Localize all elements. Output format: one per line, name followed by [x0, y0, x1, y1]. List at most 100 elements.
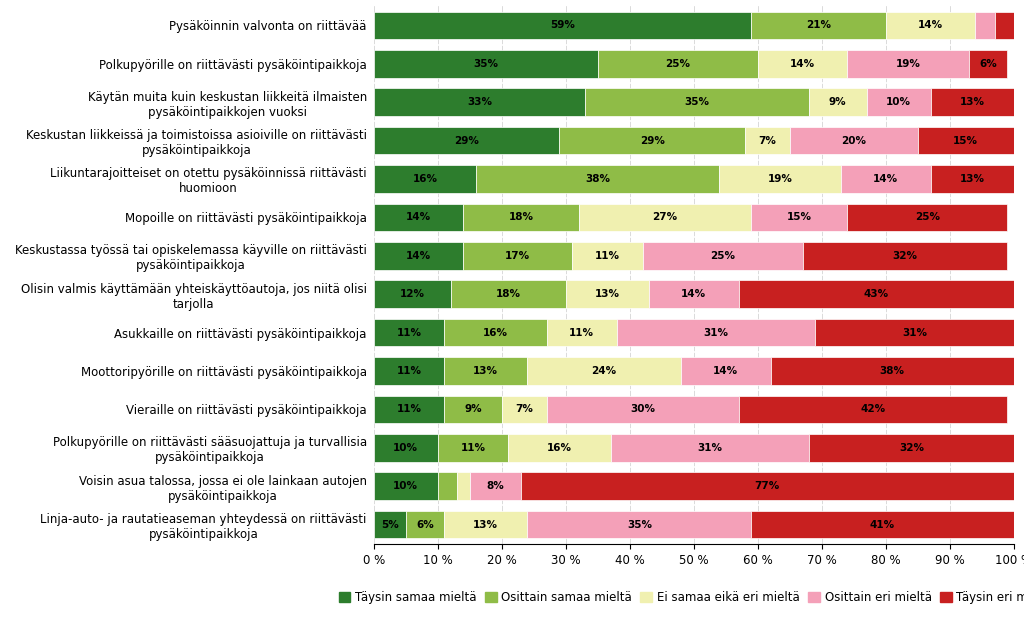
Bar: [770, 357, 1014, 385]
Bar: [886, 12, 975, 39]
Text: 32%: 32%: [899, 443, 924, 453]
Text: 29%: 29%: [640, 135, 665, 146]
Bar: [547, 396, 738, 423]
Bar: [803, 242, 1008, 269]
Bar: [374, 434, 438, 462]
Bar: [752, 203, 848, 231]
Bar: [444, 357, 527, 385]
Text: 11%: 11%: [396, 366, 422, 376]
Text: 41%: 41%: [870, 520, 895, 530]
Bar: [738, 281, 1014, 308]
Text: 19%: 19%: [896, 59, 921, 69]
Bar: [815, 319, 1014, 347]
Text: 9%: 9%: [829, 97, 847, 107]
Text: 14%: 14%: [406, 213, 431, 222]
Text: 12%: 12%: [399, 289, 425, 299]
Bar: [866, 88, 931, 116]
Bar: [406, 511, 444, 538]
Text: 11%: 11%: [396, 404, 422, 415]
Text: 25%: 25%: [914, 213, 940, 222]
Text: 10%: 10%: [393, 481, 418, 491]
Text: 11%: 11%: [595, 251, 620, 261]
Bar: [649, 281, 738, 308]
Text: 13%: 13%: [959, 97, 985, 107]
Text: 11%: 11%: [569, 328, 594, 337]
Text: 43%: 43%: [863, 289, 889, 299]
Bar: [521, 472, 1014, 500]
Bar: [559, 127, 745, 154]
Text: 16%: 16%: [547, 443, 571, 453]
Text: 25%: 25%: [710, 251, 735, 261]
Text: 14%: 14%: [873, 174, 898, 184]
Text: 31%: 31%: [902, 328, 927, 337]
Bar: [547, 319, 616, 347]
Text: 18%: 18%: [496, 289, 520, 299]
Text: 15%: 15%: [786, 213, 812, 222]
Bar: [374, 281, 451, 308]
Bar: [451, 281, 565, 308]
Text: 38%: 38%: [586, 174, 610, 184]
Bar: [931, 165, 1014, 193]
Bar: [374, 242, 463, 269]
Text: 38%: 38%: [880, 366, 904, 376]
Text: 16%: 16%: [413, 174, 437, 184]
Text: 24%: 24%: [592, 366, 616, 376]
Text: 9%: 9%: [464, 404, 481, 415]
Text: 16%: 16%: [483, 328, 508, 337]
Text: 42%: 42%: [860, 404, 886, 415]
Text: 7%: 7%: [759, 135, 776, 146]
Bar: [585, 88, 809, 116]
Text: 17%: 17%: [505, 251, 530, 261]
Text: 25%: 25%: [666, 59, 690, 69]
Text: 32%: 32%: [893, 251, 918, 261]
Bar: [527, 511, 752, 538]
Text: 31%: 31%: [703, 328, 729, 337]
Bar: [848, 50, 969, 78]
Text: 13%: 13%: [595, 289, 620, 299]
Text: 14%: 14%: [406, 251, 431, 261]
Bar: [643, 242, 803, 269]
Bar: [463, 242, 572, 269]
Bar: [374, 203, 463, 231]
Legend: Täysin samaa mieltä, Osittain samaa mieltä, Ei samaa eikä eri mieltä, Osittain e: Täysin samaa mieltä, Osittain samaa miel…: [334, 586, 1024, 609]
Bar: [470, 472, 521, 500]
Bar: [752, 511, 1014, 538]
Bar: [745, 127, 790, 154]
Text: 11%: 11%: [396, 328, 422, 337]
Bar: [374, 88, 585, 116]
Text: 14%: 14%: [918, 20, 943, 30]
Text: 7%: 7%: [515, 404, 534, 415]
Bar: [598, 50, 758, 78]
Bar: [374, 165, 476, 193]
Text: 13%: 13%: [473, 366, 499, 376]
Bar: [374, 127, 559, 154]
Text: 19%: 19%: [768, 174, 793, 184]
Text: 8%: 8%: [486, 481, 504, 491]
Text: 13%: 13%: [959, 174, 985, 184]
Bar: [758, 50, 848, 78]
Text: 11%: 11%: [461, 443, 485, 453]
Text: 18%: 18%: [509, 213, 534, 222]
Bar: [931, 88, 1014, 116]
Bar: [790, 127, 918, 154]
Text: 15%: 15%: [953, 135, 978, 146]
Bar: [719, 165, 841, 193]
Bar: [444, 319, 547, 347]
Bar: [848, 203, 1008, 231]
Text: 31%: 31%: [697, 443, 722, 453]
Text: 35%: 35%: [473, 59, 499, 69]
Bar: [508, 434, 610, 462]
Bar: [502, 396, 547, 423]
Bar: [975, 12, 994, 39]
Bar: [918, 127, 1014, 154]
Text: 30%: 30%: [630, 404, 655, 415]
Bar: [374, 319, 444, 347]
Text: 6%: 6%: [979, 59, 997, 69]
Bar: [438, 434, 508, 462]
Bar: [476, 165, 719, 193]
Bar: [444, 511, 527, 538]
Text: 10%: 10%: [886, 97, 911, 107]
Bar: [616, 319, 815, 347]
Bar: [527, 357, 681, 385]
Bar: [374, 357, 444, 385]
